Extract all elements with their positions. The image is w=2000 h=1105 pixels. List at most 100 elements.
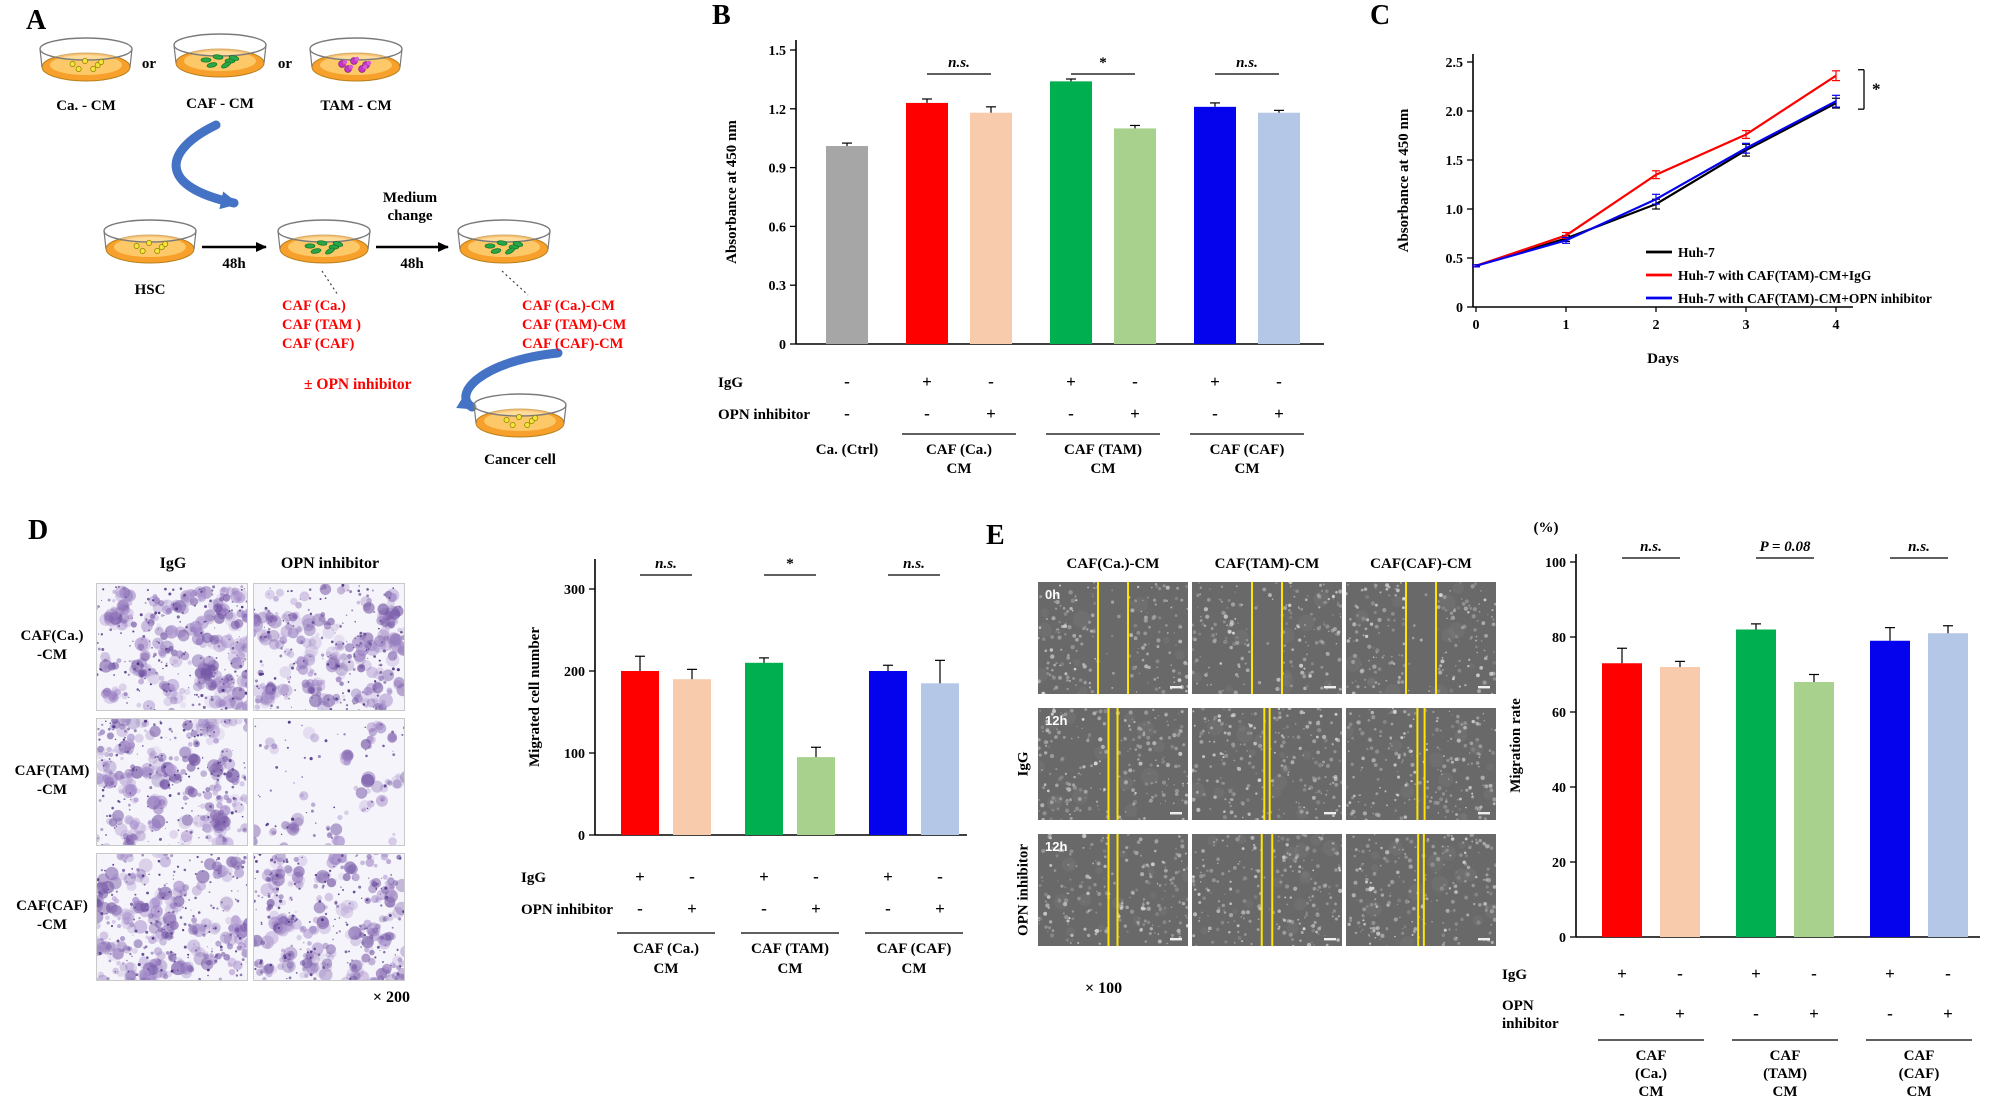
transwell-micrograph [97,584,247,710]
group-label: Ca. (Ctrl) [816,442,878,458]
panel-label-c: C [1370,0,1391,31]
significance-label: n.s. [1908,539,1930,555]
legend-label: Huh-7 [1678,245,1715,260]
scratch-image [1346,708,1496,820]
y-tick-label: 1.5 [769,44,787,59]
magnification-d: × 200 [372,989,410,1006]
duration-label-1: 48h [222,256,246,272]
cell-dot [162,241,169,247]
scale-bar [1324,812,1336,815]
y-tick-label: 0.9 [769,162,787,177]
cell-dot [133,243,140,249]
treatment-row-value: - [1887,1004,1893,1023]
cell-dot [532,415,539,421]
scratch-micrograph [1192,834,1342,946]
group-label: CM [654,961,679,977]
y-tick-label: 2.5 [1446,56,1464,71]
bar [797,757,835,835]
scratch-micrograph [1346,708,1496,820]
scratch-image: 12h [1038,708,1188,820]
cell-dot [206,62,218,68]
bar-chart-D: 0 100 200 300 Migrated cell number n.s. * n.s. I… [521,556,967,977]
treatment-row-value: - [637,899,643,918]
bar [1928,633,1968,937]
cancer-cell-label: Cancer cell [484,452,556,468]
group-label: CAF (TAM) [751,941,829,957]
side-label-opn-inhibitor: OPN inhibitor [1015,843,1032,937]
time-tag: 0h [1045,587,1060,602]
dish-label-caf-cm: CAF - CM [186,96,254,112]
y-tick-label: 40 [1552,781,1566,796]
scratch-micrograph [1192,582,1342,694]
panel-b-proliferation: B 0 0.3 0.6 0.9 1.2 1.5 Absorbance at 450 nm n.… [690,0,1360,510]
medium-change-label: Medium change [382,190,438,224]
treatment-row-value: + [883,867,893,886]
cell-dot [503,417,510,423]
group-label: CM [902,961,927,977]
y-tick-label: 0 [779,338,786,353]
x-tick-label: 4 [1833,318,1840,333]
col-header-caf-caf-cm: CAF(CAF)-CM [1370,556,1472,572]
petri-dish-drawing [309,37,403,82]
cell-dot [509,422,516,428]
petri-dish-drawing [473,393,567,438]
treatment-row-value: + [1130,404,1140,423]
scratch-image-grid: 0h 12h 12h [1038,582,1496,946]
legend-label: Huh-7 with CAF(TAM)-CM+OPN inhibitor [1678,291,1932,306]
opn-inhibitor-note: ± OPN inhibitor [304,376,412,393]
petri-dish-caf-cultured [276,213,372,277]
caf-variant-label-2: CAF (TAM ) [282,317,361,333]
scratch-micrograph: 0h [1038,582,1188,694]
scratch-micrograph [1192,708,1342,820]
treatment-row-value: - [1945,964,1951,983]
schematic-arrows [171,120,563,412]
bar [906,102,948,344]
significance-label: n.s. [948,55,970,71]
treatment-row-value: + [1751,964,1761,983]
treatment-row-label: OPN [1502,998,1534,1014]
dotted-connector-2 [501,270,529,296]
group-label: CM [1235,461,1260,477]
unit-label: (%) [1534,520,1559,536]
cell-dot [154,248,161,254]
y-tick-label: 2.0 [1446,105,1464,120]
transwell-image [96,718,248,846]
row-label-caf-ca-cm: CAF(Ca.) -CM [20,628,84,663]
treatment-row-value: + [1066,372,1076,391]
treatment-row-value: - [1811,964,1817,983]
y-tick-label: 80 [1552,631,1566,646]
petri-dish-caf-cm [172,27,268,91]
panel-label-d: D [28,515,49,546]
bar [1050,81,1092,345]
petri-dish-tam-cm [308,31,404,95]
treatment-row-value: + [1617,964,1627,983]
treatment-row-value: + [1885,964,1895,983]
transwell-image [96,583,248,711]
significance-label: n.s. [903,556,925,572]
treatment-row-value: - [1619,1004,1625,1023]
col-header-igg: IgG [159,555,187,572]
cell-dot [212,54,224,60]
significance-label: n.s. [1236,55,1258,71]
transwell-image-grid [96,583,416,983]
bar-chart-E: 0 20 40 60 80 100 Migration rate (%) n.s. P = 0.0… [1502,520,1980,1100]
group-label: CM [1773,1084,1798,1100]
scratch-image [1346,834,1496,946]
panel-e-wound-healing: E CAF(Ca.)-CM CAF(TAM)-CM CAF(CAF)-CM Ig… [970,512,2000,1105]
curved-arrow-to-cancer-cell [456,348,563,412]
treatment-row-value: - [1212,404,1218,423]
significance-label: n.s. [1640,539,1662,555]
significance-label: * [1872,79,1881,98]
bar-chart-B: 0 0.3 0.6 0.9 1.2 1.5 Absorbance at 450 nm n.s.… [718,40,1324,477]
panel-label-e: E [986,520,1005,551]
treatment-row-value: + [1274,404,1284,423]
cell-dot [316,240,328,246]
panel-label-b: B [712,0,731,31]
caf-cm-label-3: CAF (CAF)-CM [522,336,624,352]
treatment-row-value: + [759,867,769,886]
x-tick-label: 0 [1473,318,1480,333]
group-label: (Ca.) [1635,1066,1667,1082]
time-tag: 12h [1045,839,1067,854]
col-header-opn-inhibitor: OPN inhibitor [280,555,380,572]
